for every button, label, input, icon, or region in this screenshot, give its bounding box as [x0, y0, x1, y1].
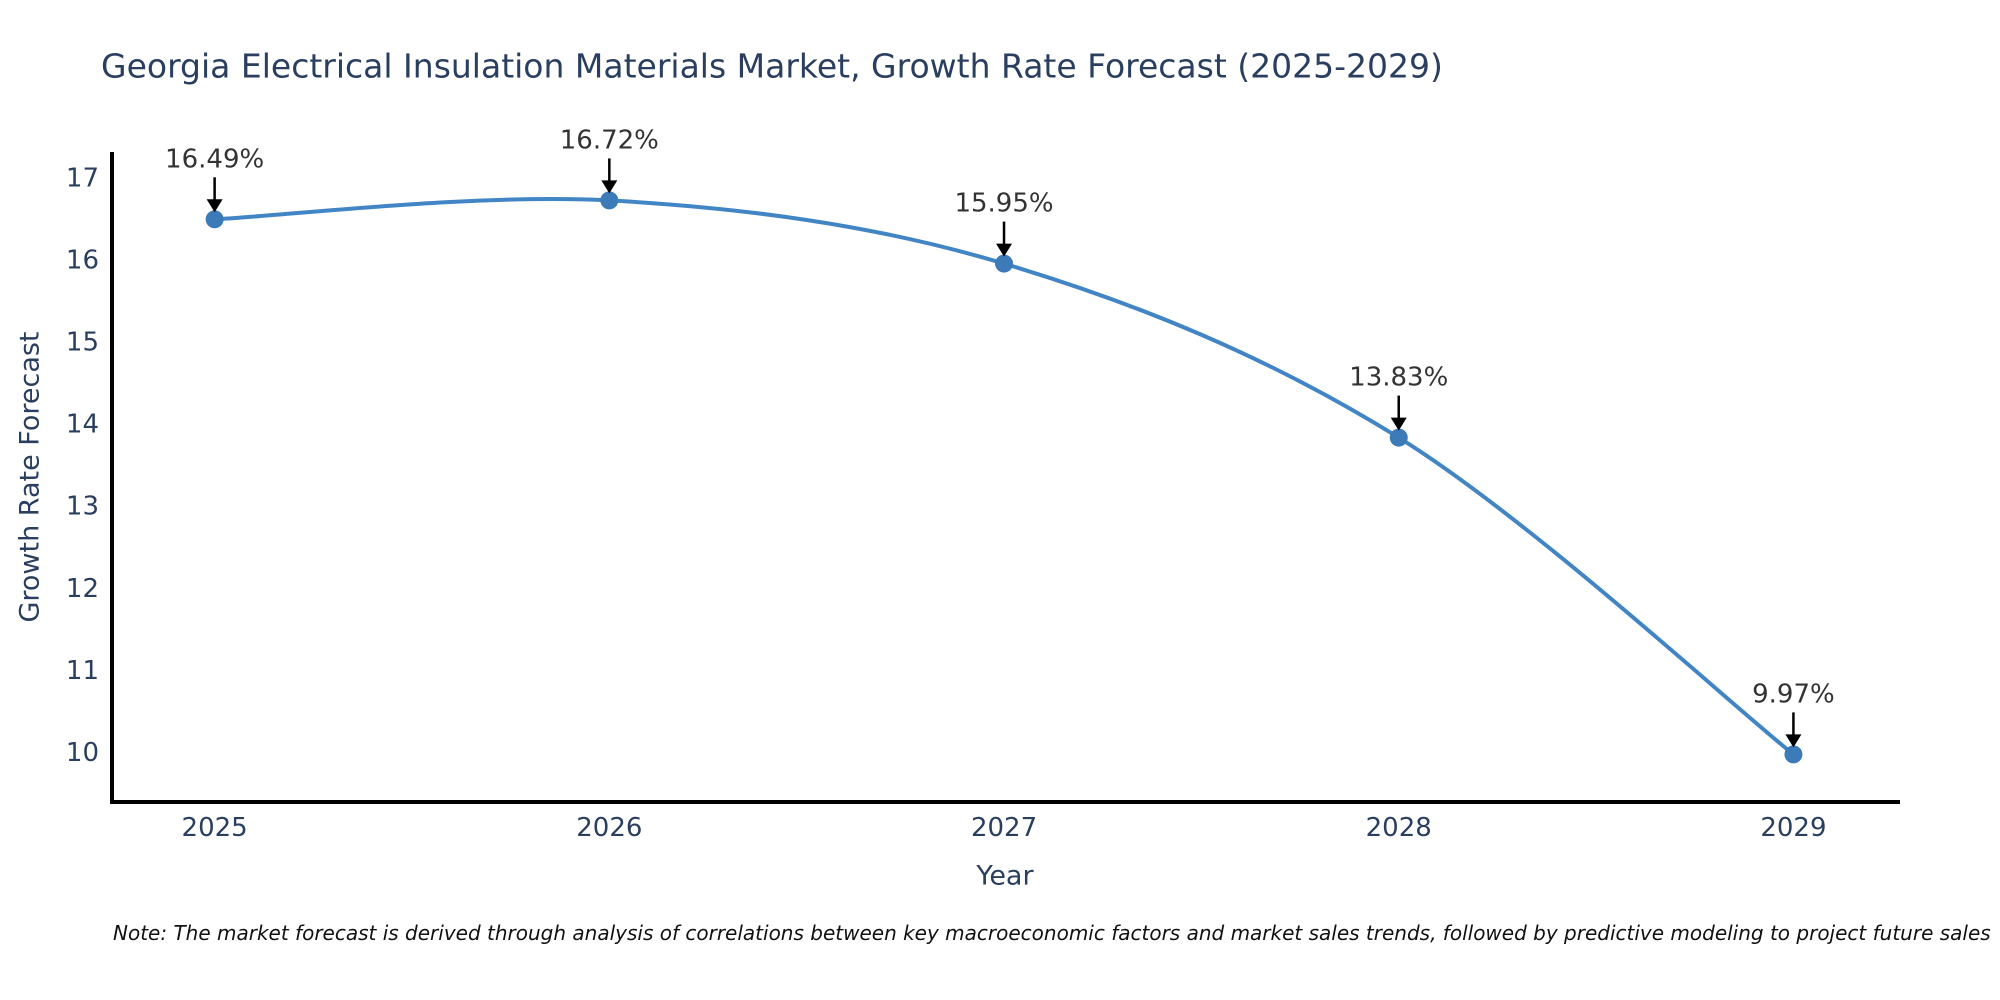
annotation-arrowhead	[996, 243, 1013, 257]
y-tick-label: 16	[66, 246, 99, 276]
forecast-line	[214, 196, 1795, 756]
y-axis-title: Growth Rate Forecast	[14, 331, 46, 623]
annotation-label: 15.95%	[954, 189, 1053, 219]
data-point	[1784, 745, 1803, 764]
data-point	[205, 210, 224, 229]
data-point	[1389, 428, 1408, 447]
y-tick-label: 13	[66, 492, 99, 522]
y-tick-label: 10	[66, 738, 99, 768]
annotation-label: 9.97%	[1752, 679, 1835, 709]
chart-note: Note: The market forecast is derived thr…	[113, 921, 1991, 945]
annotation-label: 16.72%	[560, 125, 659, 155]
annotation-arrowhead	[601, 180, 618, 194]
x-tick-label: 2026	[576, 813, 642, 843]
data-point	[600, 191, 619, 210]
annotation-arrowhead	[1390, 417, 1407, 431]
x-tick-label: 2027	[971, 813, 1037, 843]
annotation-arrowhead	[1785, 734, 1802, 748]
y-tick-label: 14	[66, 410, 99, 440]
x-tick-label: 2029	[1760, 813, 1826, 843]
annotation-label: 16.49%	[165, 144, 264, 174]
annotation-arrowhead	[206, 199, 223, 213]
annotation-label: 13.83%	[1349, 363, 1448, 393]
y-tick-label: 12	[66, 574, 99, 604]
data-point	[995, 254, 1014, 273]
chart-title: Georgia Electrical Insulation Materials …	[101, 46, 1443, 86]
x-tick-label: 2025	[182, 813, 248, 843]
y-tick-label: 17	[66, 163, 99, 193]
x-axis-title: Year	[976, 860, 1034, 892]
x-tick-label: 2028	[1366, 813, 1432, 843]
y-tick-label: 11	[66, 656, 99, 686]
y-tick-label: 15	[66, 328, 99, 358]
